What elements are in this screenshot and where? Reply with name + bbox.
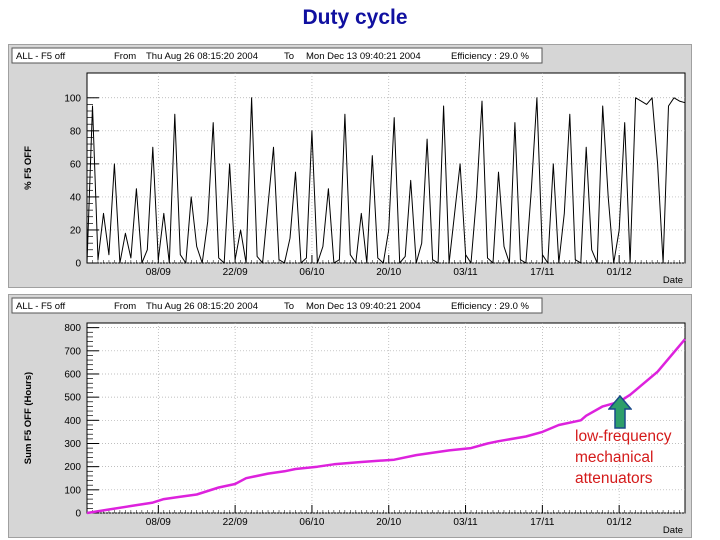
header-to-value: Mon Dec 13 09:40:21 2004 xyxy=(306,51,421,62)
y-tick-label: 300 xyxy=(64,439,81,450)
annotation-line: low-frequency xyxy=(575,428,672,445)
annotation-line: mechanical xyxy=(575,449,654,466)
header-from-label: From xyxy=(114,301,136,312)
x-tick-label: 20/10 xyxy=(376,267,401,278)
page-title: Duty cycle xyxy=(302,6,408,29)
annotation: low-frequency mechanical attenuators xyxy=(575,426,715,489)
x-tick-label: 03/11 xyxy=(453,517,478,528)
y-tick-label: 0 xyxy=(75,509,81,520)
x-tick-label: 20/10 xyxy=(376,517,401,528)
y-tick-label: 800 xyxy=(64,323,81,334)
chart-header: ALL - F5 off From Thu Aug 26 08:15:20 2004… xyxy=(11,47,543,64)
x-tick-label: 01/12 xyxy=(607,267,632,278)
y-axis-label: % F5 OFF xyxy=(23,146,34,190)
duty-cycle-chart: ALL - F5 off From Thu Aug 26 08:15:20 2004… xyxy=(11,47,686,286)
y-tick-label: 200 xyxy=(64,462,81,473)
y-tick-label: 700 xyxy=(64,346,81,357)
header-from-value: Thu Aug 26 08:15:20 2004 xyxy=(146,51,258,62)
x-tick-label: 17/11 xyxy=(530,517,555,528)
y-tick-label: 600 xyxy=(64,369,81,380)
axis-ticks: 0 20 40 60 80 100 08/09 22/09 06/10 20/10 03/11 17/… xyxy=(64,93,686,278)
y-tick-label: 100 xyxy=(64,93,81,104)
y-axis-label: Sum F5 OFF (Hours) xyxy=(23,372,34,464)
cumulative-off-chart: ALL - F5 off From Thu Aug 26 08:15:20 2004… xyxy=(11,297,686,536)
y-tick-label: 100 xyxy=(64,485,81,496)
x-tick-label: 06/10 xyxy=(299,517,324,528)
x-tick-label: 03/11 xyxy=(453,267,478,278)
header-selection: ALL - F5 off xyxy=(16,301,65,312)
header-from-value: Thu Aug 26 08:15:20 2004 xyxy=(146,301,258,312)
series-line xyxy=(86,338,686,515)
header-selection: ALL - F5 off xyxy=(16,51,65,62)
x-tick-label: 08/09 xyxy=(146,267,171,278)
y-tick-label: 500 xyxy=(64,393,81,404)
axis-ticks: 0 100 200 300 400 500 600 700 800 08/09 22/09 06/10… xyxy=(64,323,686,528)
x-tick-label: 06/10 xyxy=(299,267,324,278)
series-line xyxy=(86,97,686,264)
y-tick-label: 20 xyxy=(70,225,82,236)
header-to-label: To xyxy=(284,301,294,312)
x-tick-label: 22/09 xyxy=(223,267,248,278)
y-tick-label: 0 xyxy=(75,259,81,270)
header-to-label: To xyxy=(284,51,294,62)
grid xyxy=(87,323,685,514)
header-box xyxy=(11,47,543,64)
x-tick-label: 22/09 xyxy=(223,517,248,528)
header-efficiency: Efficiency : 29.0 % xyxy=(451,51,530,62)
y-tick-label: 60 xyxy=(70,159,82,170)
header-from-label: From xyxy=(114,51,136,62)
x-axis-label: Date xyxy=(663,275,683,286)
header-to-value: Mon Dec 13 09:40:21 2004 xyxy=(306,301,421,312)
x-axis-label: Date xyxy=(663,525,683,536)
x-tick-label: 08/09 xyxy=(146,517,171,528)
chart-header: ALL - F5 off From Thu Aug 26 08:15:20 2004… xyxy=(11,297,543,314)
x-tick-label: 01/12 xyxy=(607,517,632,528)
up-arrow-icon xyxy=(608,395,632,429)
header-box xyxy=(11,297,543,314)
x-tick-label: 17/11 xyxy=(530,267,555,278)
y-tick-label: 400 xyxy=(64,416,81,427)
cumulative-off-panel: ALL - F5 off From Thu Aug 26 08:15:20 2004… xyxy=(8,294,692,538)
duty-cycle-panel: ALL - F5 off From Thu Aug 26 08:15:20 2004… xyxy=(8,44,692,288)
header-efficiency: Efficiency : 29.0 % xyxy=(451,301,530,312)
annotation-line: attenuators xyxy=(575,470,653,487)
y-tick-label: 80 xyxy=(70,126,82,137)
y-tick-label: 40 xyxy=(70,192,82,203)
